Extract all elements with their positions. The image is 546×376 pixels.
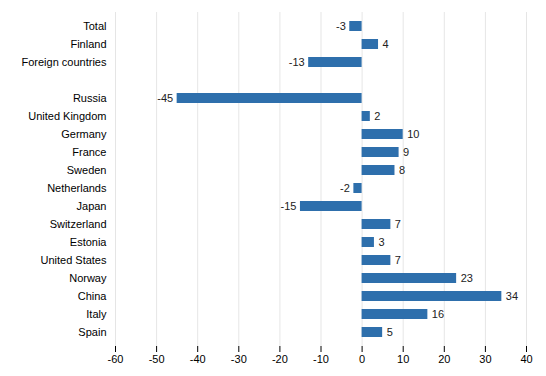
svg-text:2: 2 (374, 110, 380, 122)
svg-text:France: France (72, 146, 106, 158)
svg-text:Italy: Italy (86, 308, 107, 320)
svg-text:Estonia: Estonia (70, 236, 108, 248)
svg-text:Sweden: Sweden (67, 164, 107, 176)
svg-text:5: 5 (387, 326, 393, 338)
svg-text:China: China (78, 290, 108, 302)
svg-text:23: 23 (461, 272, 473, 284)
svg-text:United States: United States (40, 254, 107, 266)
svg-text:40: 40 (520, 353, 532, 365)
svg-text:Germany: Germany (61, 128, 107, 140)
svg-text:-30: -30 (231, 353, 247, 365)
svg-text:30: 30 (479, 353, 491, 365)
svg-text:10: 10 (397, 353, 409, 365)
svg-text:0: 0 (359, 353, 365, 365)
svg-text:34: 34 (506, 290, 518, 302)
svg-text:-40: -40 (190, 353, 206, 365)
svg-text:3: 3 (378, 236, 384, 248)
svg-text:10: 10 (407, 128, 419, 140)
svg-text:Switzerland: Switzerland (50, 218, 107, 230)
svg-text:Foreign countries: Foreign countries (22, 56, 107, 68)
svg-text:-20: -20 (272, 353, 288, 365)
svg-text:Japan: Japan (77, 200, 107, 212)
svg-text:16: 16 (432, 308, 444, 320)
svg-text:United Kingdom: United Kingdom (28, 110, 106, 122)
svg-text:7: 7 (395, 254, 401, 266)
svg-text:-60: -60 (108, 353, 124, 365)
svg-text:8: 8 (399, 164, 405, 176)
svg-text:4: 4 (383, 38, 389, 50)
svg-text:-2: -2 (340, 182, 350, 194)
svg-text:Spain: Spain (78, 326, 106, 338)
svg-text:-13: -13 (289, 56, 305, 68)
svg-text:Netherlands: Netherlands (47, 182, 107, 194)
svg-text:20: 20 (438, 353, 450, 365)
svg-text:-15: -15 (281, 200, 297, 212)
svg-text:Russia: Russia (73, 92, 108, 104)
svg-text:Norway: Norway (69, 272, 107, 284)
svg-text:Finland: Finland (70, 38, 106, 50)
svg-text:-50: -50 (149, 353, 165, 365)
svg-text:-10: -10 (313, 353, 329, 365)
svg-text:-45: -45 (157, 92, 173, 104)
svg-text:9: 9 (403, 146, 409, 158)
svg-text:Total: Total (83, 20, 106, 32)
svg-text:7: 7 (395, 218, 401, 230)
svg-text:-3: -3 (336, 20, 346, 32)
